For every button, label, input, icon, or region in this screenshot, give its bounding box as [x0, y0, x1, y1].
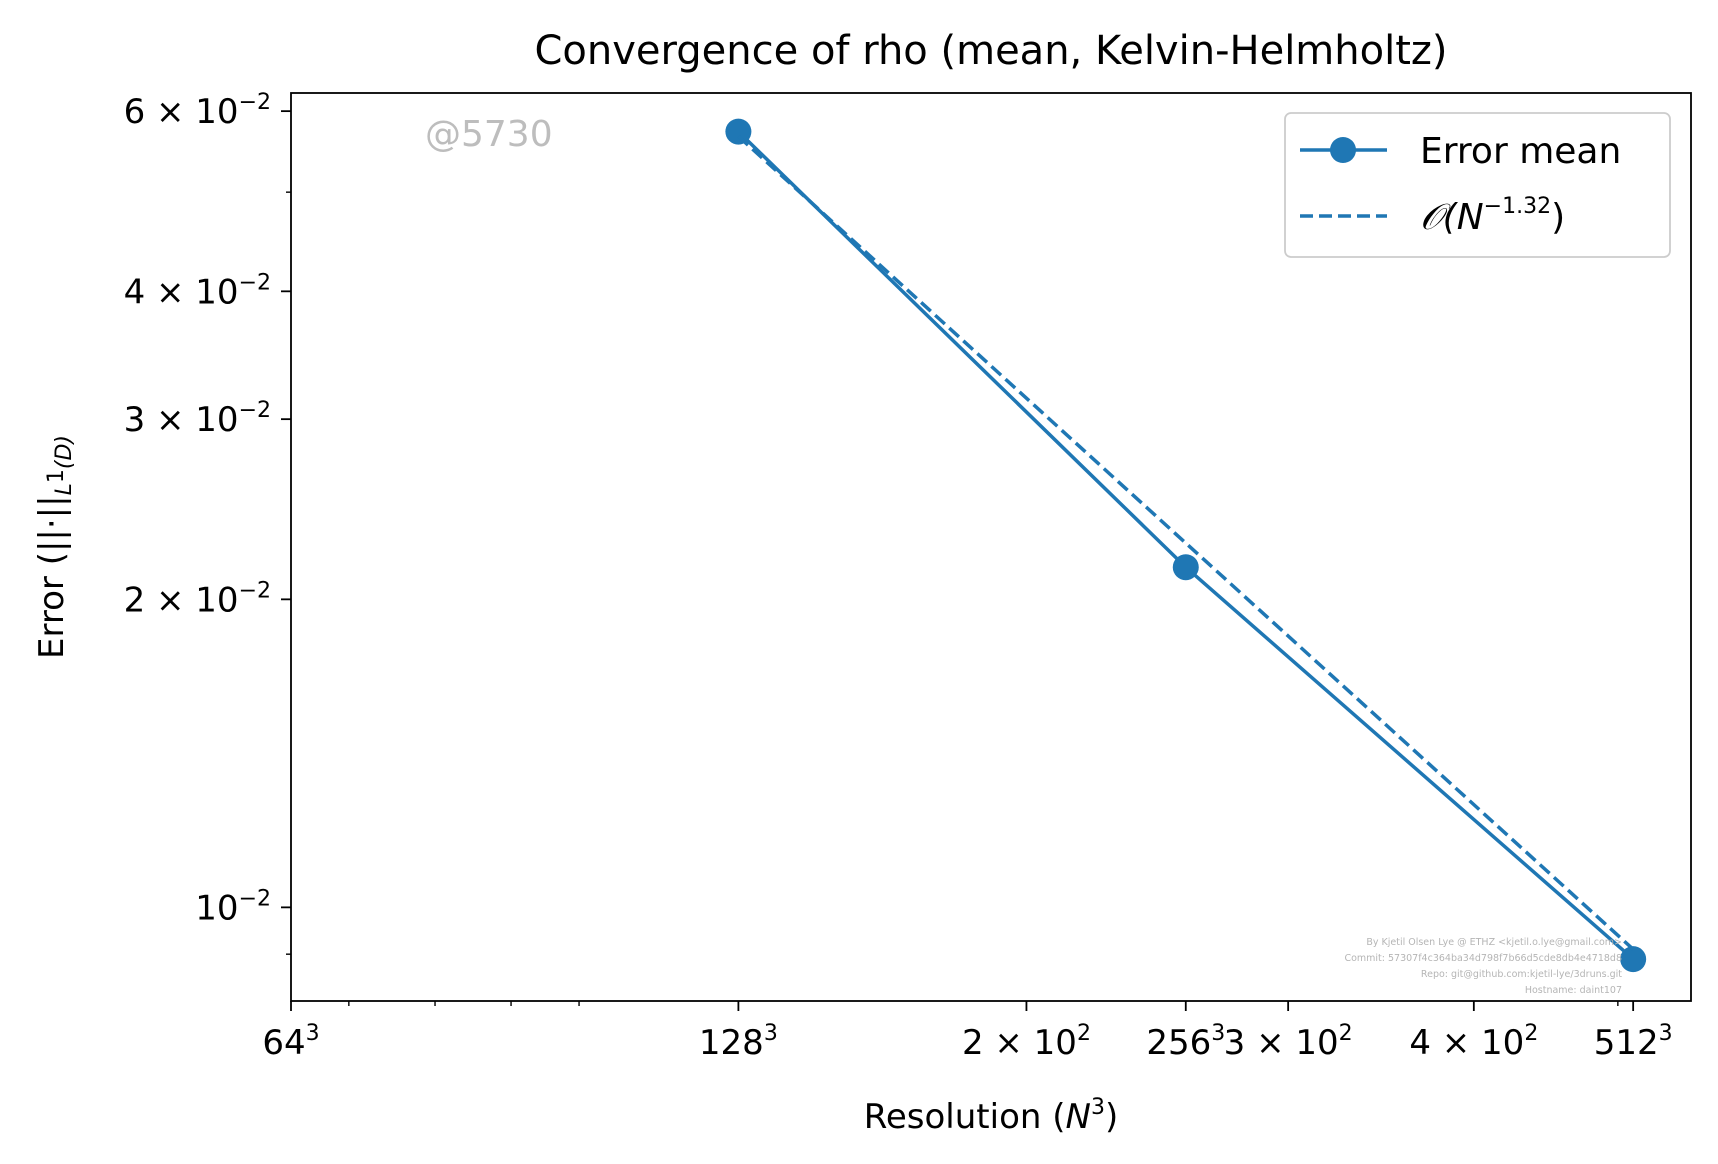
- plot-frame: [290, 92, 1692, 1002]
- y-axis-label: Error (||·||L1(D): [32, 435, 77, 659]
- chart-title: Convergence of rho (mean, Kelvin-Helmhol…: [535, 28, 1448, 74]
- legend-marker: [1330, 137, 1356, 163]
- x-tick-label: 4 × 102: [1409, 1021, 1538, 1063]
- x-tick-label: 3 × 102: [1224, 1021, 1353, 1063]
- legend-label-error-mean: Error mean: [1420, 131, 1621, 172]
- y-tick-label: 10−2: [195, 886, 271, 928]
- x-tick-label: 2 × 102: [962, 1021, 1091, 1063]
- x-tick-label: 2563: [1146, 1021, 1225, 1063]
- y-axis: 10−2 2 × 10−2 3 × 10−2 4 × 10−2 6 × 10−2: [124, 90, 291, 955]
- error-mean-point: [1172, 554, 1199, 581]
- stamp-label: @5730: [425, 114, 553, 155]
- y-tick-label: 3 × 10−2: [124, 398, 271, 440]
- x-tick-label: 5123: [1594, 1021, 1673, 1063]
- x-tick-label: 1283: [699, 1021, 778, 1063]
- credits-line: By Kjetil Olsen Lye @ ETHZ <kjetil.o.lye…: [1366, 937, 1622, 948]
- plot-area: [290, 92, 1692, 1002]
- error-mean-point: [725, 118, 752, 145]
- x-axis-label: Resolution (N3): [864, 1095, 1118, 1137]
- series-layer: [725, 118, 1647, 973]
- legend-label-order: 𝒪(N−1.32): [1420, 194, 1565, 238]
- order-reference-line: [737, 135, 1635, 951]
- credits-block: By Kjetil Olsen Lye @ ETHZ <kjetil.o.lye…: [1344, 937, 1622, 996]
- y-tick-label: 4 × 10−2: [124, 270, 271, 312]
- credits-line: Repo: git@github.com:kjetil-lye/3druns.g…: [1421, 969, 1622, 980]
- y-tick-label: 2 × 10−2: [124, 578, 271, 620]
- x-tick-label: 643: [262, 1021, 319, 1063]
- legend: Error mean 𝒪(N−1.32): [1284, 112, 1671, 258]
- credits-line: Commit: 57307f4c364ba34d798f7b66d5cde8db…: [1344, 953, 1622, 964]
- y-tick-label: 6 × 10−2: [124, 90, 271, 132]
- error-mean-point: [1620, 946, 1647, 973]
- credits-line: Hostname: daint107: [1525, 985, 1622, 996]
